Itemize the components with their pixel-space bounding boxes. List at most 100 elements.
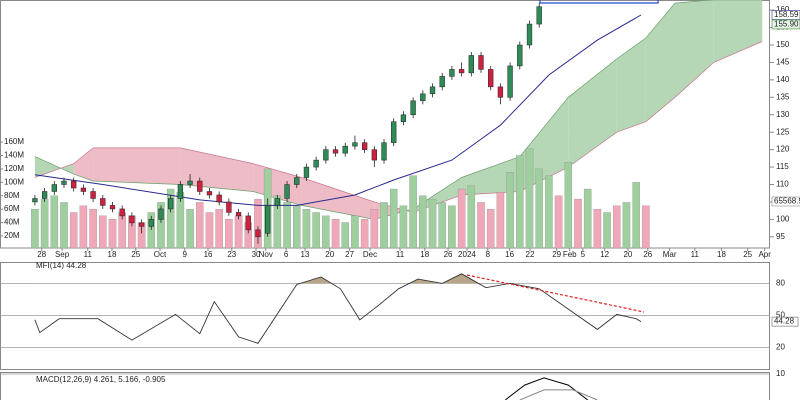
x-tick-label: 29 xyxy=(552,250,561,259)
y-tick-label: 80 xyxy=(776,279,785,288)
candle-body xyxy=(129,215,135,224)
candle-body xyxy=(284,184,290,199)
y-tick-label: 20 xyxy=(776,343,785,352)
candle-body xyxy=(90,191,96,199)
cloud-segment xyxy=(568,58,617,168)
x-tick-label: Sep xyxy=(55,250,70,259)
cloud-segment xyxy=(713,0,763,63)
candle-body xyxy=(526,23,533,46)
macd-plot xyxy=(0,373,770,400)
candle-body xyxy=(265,205,271,234)
x-tick-label: 22 xyxy=(526,250,535,259)
volume-bar xyxy=(99,215,107,248)
cloud-segment xyxy=(93,147,181,185)
candle-body xyxy=(429,86,436,95)
x-tick-label: 13 xyxy=(301,250,310,259)
mfi-panel xyxy=(0,262,770,370)
volume-tick-label: 100M xyxy=(4,177,24,186)
mfi-plot xyxy=(0,273,770,349)
volume-tick-label: 60M xyxy=(4,204,20,213)
x-tick-label: Nov xyxy=(259,250,273,259)
price-label: 155.90 xyxy=(774,20,799,29)
volume-bar xyxy=(186,208,194,248)
cloud-segment xyxy=(34,156,74,178)
candle-body xyxy=(323,149,329,161)
candle-body xyxy=(168,198,174,210)
y-tick-label: 135 xyxy=(776,92,790,101)
volume-bar xyxy=(554,195,563,248)
x-tick-label: 2024 xyxy=(458,250,476,259)
candle-body xyxy=(517,44,523,67)
y-tick-label: 100 xyxy=(776,215,790,224)
x-tick-label: 20 xyxy=(325,250,334,259)
price-plot xyxy=(31,0,763,248)
volume-bar xyxy=(506,172,514,248)
candle-body xyxy=(245,215,251,231)
candle-body xyxy=(439,76,445,88)
candle-body xyxy=(410,100,416,116)
y-tick-label: 145 xyxy=(776,58,790,67)
x-tick-label: 18 xyxy=(420,250,429,259)
volume-bar xyxy=(331,219,340,248)
candle-body xyxy=(488,69,494,88)
y-tick-label: 110 xyxy=(776,180,789,189)
volume-tick-label: 80M xyxy=(4,191,20,200)
volume-bar xyxy=(157,202,165,248)
y-tick-label: 150 xyxy=(776,40,790,49)
x-tick-label: 9 xyxy=(183,250,188,259)
moving-average xyxy=(34,14,642,206)
cloud-segment xyxy=(674,0,714,98)
x-tick-label: 6 xyxy=(284,250,289,259)
volume-bar xyxy=(642,205,650,248)
x-tick-label: Feb xyxy=(563,250,577,259)
candle-body xyxy=(507,65,513,98)
x-tick-label: 5 xyxy=(581,250,586,259)
candle-body xyxy=(197,180,203,192)
candle-body xyxy=(391,121,397,143)
volume-bar xyxy=(632,182,640,248)
candle-body xyxy=(381,142,387,161)
volume-bar xyxy=(613,205,621,248)
volume-bar xyxy=(622,202,631,248)
y-tick-label: 125 xyxy=(776,127,790,136)
candle-body xyxy=(109,205,116,210)
candle-body xyxy=(216,194,222,203)
volume-bar xyxy=(545,175,553,248)
volume-bar xyxy=(312,212,320,248)
candle-body xyxy=(332,149,339,154)
last-value-label: 44.28 xyxy=(774,317,795,326)
volume-bar xyxy=(215,208,223,248)
candle-body xyxy=(187,180,193,185)
volume-bar xyxy=(351,215,359,248)
volume-bar xyxy=(60,202,68,248)
volume-bar xyxy=(254,198,262,248)
volume-bar xyxy=(467,185,476,248)
x-tick-label: 20 xyxy=(623,250,632,259)
x-tick-label: 25 xyxy=(131,250,140,259)
volume-bar xyxy=(302,208,311,248)
volume-bar xyxy=(583,188,592,248)
volume-bar xyxy=(477,202,485,248)
x-tick-label: 18 xyxy=(717,250,726,259)
candle-body xyxy=(148,219,154,227)
macd-title: MACD(12,26,9) 4.261, 5.166, -0.905 xyxy=(36,375,166,384)
candle-body xyxy=(51,184,57,192)
cloud-segment xyxy=(461,156,520,195)
candle-body xyxy=(177,184,184,199)
volume-bar xyxy=(448,205,456,248)
volume-bar xyxy=(399,205,408,248)
volume-bar xyxy=(69,212,78,248)
cloud-segment xyxy=(616,38,646,133)
volume-bar xyxy=(389,188,398,248)
volume-bar xyxy=(50,195,59,248)
mfi-title: MFI(14) 44.28 xyxy=(36,261,87,270)
y-tick-label: 130 xyxy=(776,110,790,119)
volume-bar xyxy=(486,208,495,248)
candle-body xyxy=(449,69,455,77)
volume-bar xyxy=(283,202,291,248)
candle-body xyxy=(303,166,310,178)
volume-bar xyxy=(516,155,524,248)
x-tick-label: 8 xyxy=(486,250,491,259)
volume-bar xyxy=(79,205,88,248)
